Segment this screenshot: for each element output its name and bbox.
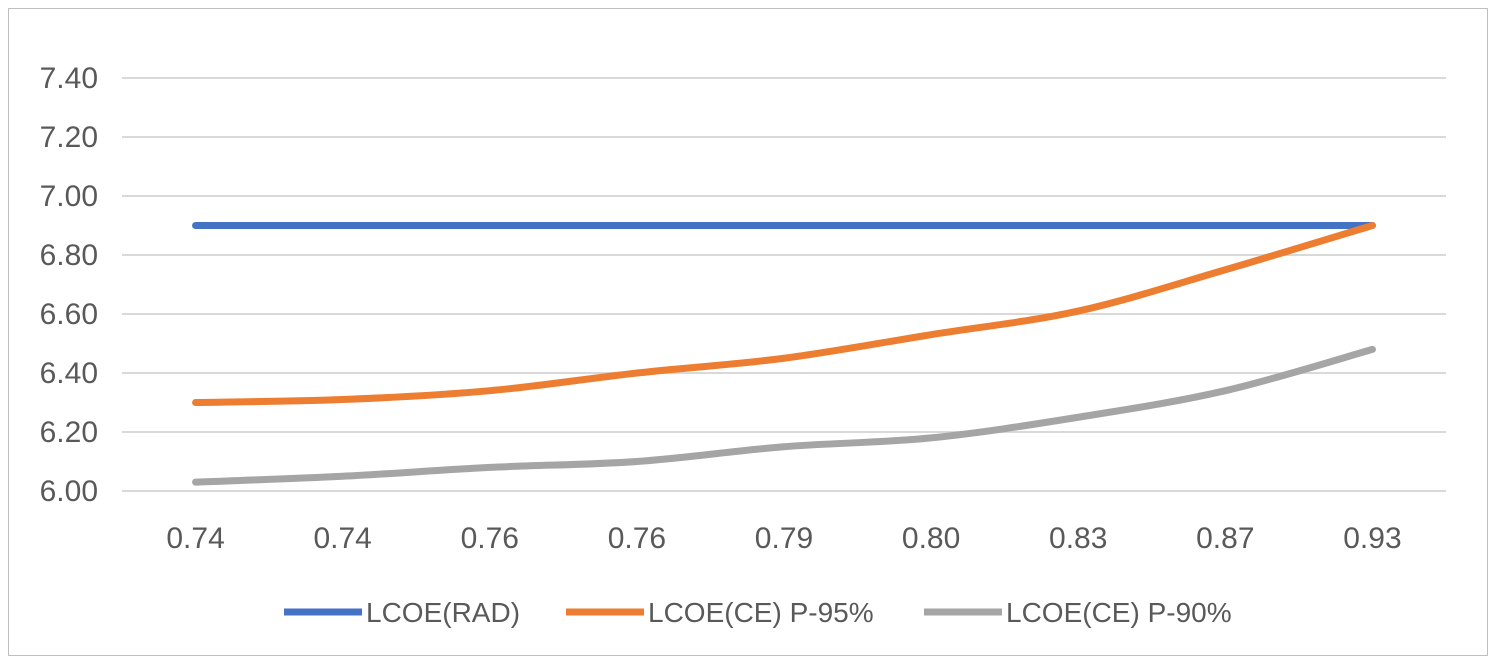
x-tick-label: 0.76 (608, 522, 666, 555)
y-tick-label: 7.20 (40, 121, 98, 154)
y-tick-label: 6.00 (40, 475, 98, 508)
y-tick-label: 6.40 (40, 357, 98, 390)
x-tick-label: 0.74 (313, 522, 371, 555)
x-tick-label: 0.87 (1196, 522, 1254, 555)
x-tick-label: 0.80 (902, 522, 960, 555)
chart-frame (8, 8, 1488, 656)
legend-label: LCOE(CE) P-95% (648, 597, 874, 628)
y-axis-ticks: 6.00 6.20 6.40 6.60 6.80 7.00 7.20 7.40 (40, 62, 98, 508)
legend-label: LCOE(RAD) (366, 597, 520, 628)
series-line-3 (192, 345, 1376, 486)
x-axis-ticks: 0.74 0.74 0.76 0.76 0.79 0.80 0.83 0.87 0.93 (166, 522, 1401, 555)
legend: LCOE(RAD) LCOE(CE) P-95% LCOE(CE) P-90% (284, 597, 1232, 628)
y-tick-label: 6.20 (40, 416, 98, 449)
x-tick-label: 0.79 (755, 522, 813, 555)
y-tick-label: 6.80 (40, 239, 98, 272)
x-tick-label: 0.76 (461, 522, 519, 555)
y-tick-label: 7.00 (40, 180, 98, 213)
x-tick-label: 0.93 (1343, 522, 1401, 555)
grid-layer (122, 77, 1446, 492)
x-tick-label: 0.83 (1049, 522, 1107, 555)
y-tick-label: 6.60 (40, 298, 98, 331)
legend-label: LCOE(CE) P-90% (1006, 597, 1232, 628)
x-tick-label: 0.74 (166, 522, 224, 555)
series-line-2 (192, 222, 1376, 406)
y-tick-label: 7.40 (40, 62, 98, 95)
series-layer (192, 221, 1376, 486)
